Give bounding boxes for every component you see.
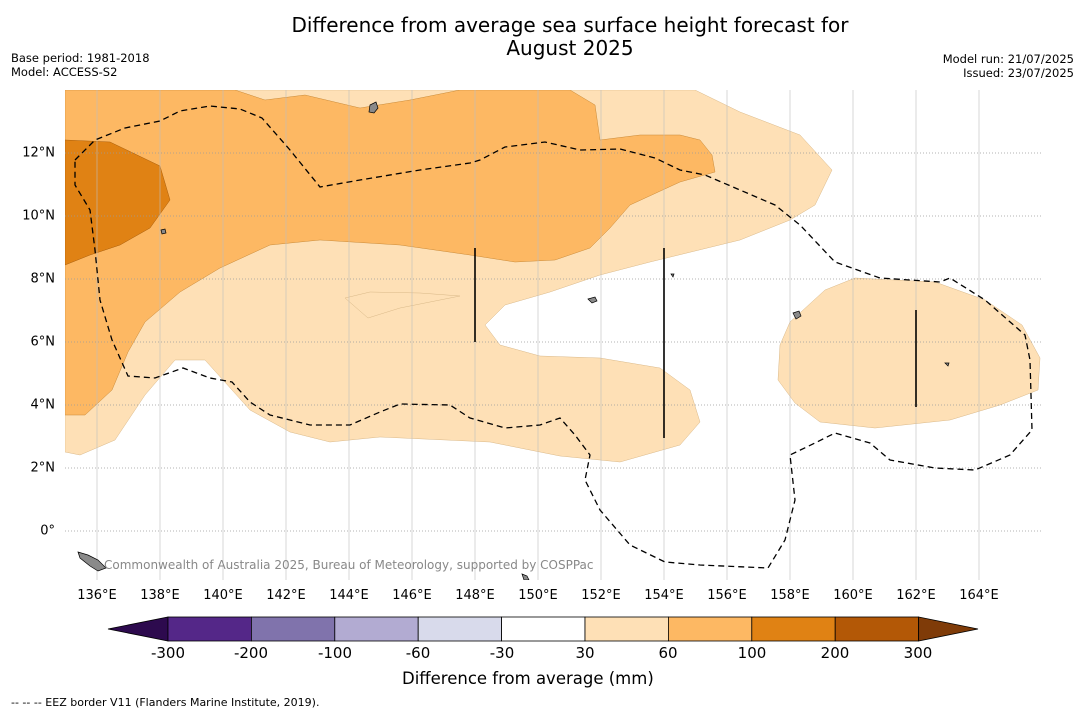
lon-tick-144: 144°E (329, 588, 369, 603)
longitude-gridlines (96, 90, 980, 580)
lon-tick-140: 140°E (203, 588, 243, 603)
lat-tick-12n: 12°N (22, 145, 55, 161)
contour-60-100 (65, 90, 716, 416)
colorbar-tick-30: 30 (575, 644, 595, 662)
model-run-info: Model run: 21/07/2025 Issued: 23/07/2025 (943, 52, 1074, 80)
colorbar-tick-300: 300 (903, 644, 933, 662)
islands (77, 101, 950, 580)
colorbar-label: Difference from average (mm) (402, 669, 654, 688)
colorbar-swatch-4 (417, 616, 503, 642)
lon-tick-160: 160°E (833, 588, 873, 603)
lat-tick-4n: 4°N (30, 397, 56, 413)
colorbar-tick-neg200: -200 (233, 644, 269, 662)
lon-tick-146: 146°E (392, 588, 432, 603)
colorbar-swatch-1 (167, 616, 252, 642)
colorbar-swatch-9 (834, 616, 920, 642)
title-line-1: Difference from average sea surface heig… (291, 13, 849, 37)
model-run-text: Model run: 21/07/2025 (942, 52, 1074, 66)
lat-tick-0: 0° (40, 523, 55, 539)
copyright-credit: Commonwealth of Australia 2025, Bureau o… (104, 558, 594, 572)
map-title: Difference from average sea surface heig… (220, 14, 920, 60)
colorbar-swatch-3 (334, 616, 419, 642)
colorbar-tick-neg300: -300 (150, 644, 186, 662)
contour-100-200 (65, 139, 171, 266)
lon-tick-148: 148°E (455, 588, 495, 603)
lat-tick-10n: 10°N (22, 208, 55, 224)
reference-lines (474, 248, 917, 438)
lat-tick-8n: 8°N (30, 271, 56, 287)
colorbar-swatch-6 (584, 616, 669, 642)
latitude-gridlines (65, 152, 1042, 532)
colorbar-tick-neg100: -100 (317, 644, 353, 662)
colorbar-swatch-2 (250, 616, 336, 642)
colorbar-tick-60: 60 (658, 644, 678, 662)
lon-tick-152: 152°E (581, 588, 621, 603)
lat-tick-6n: 6°N (30, 334, 56, 350)
lat-tick-2n: 2°N (30, 460, 56, 476)
lon-tick-138: 138°E (140, 588, 180, 603)
colorbar (107, 616, 979, 642)
lon-tick-154: 154°E (644, 588, 684, 603)
colorbar-swatch-8 (751, 616, 836, 642)
eez-footnote: -- -- -- EEZ border V11 (Flanders Marine… (11, 696, 320, 709)
lon-tick-158: 158°E (770, 588, 810, 603)
model-text: Model: ACCESS-S2 (11, 65, 118, 79)
base-period-text: Base period: 1981-2018 (11, 51, 150, 65)
lon-tick-150: 150°E (518, 588, 558, 603)
colorbar-tick-200: 200 (820, 644, 850, 662)
title-line-2: August 2025 (506, 36, 634, 60)
base-period-info: Base period: 1981-2018 Model: ACCESS-S2 (11, 51, 150, 79)
colorbar-extend-high (918, 616, 979, 642)
map-plot-area (65, 90, 1042, 580)
lon-tick-162: 162°E (896, 588, 936, 603)
lon-tick-164: 164°E (959, 588, 999, 603)
colorbar-swatch-7 (668, 616, 753, 642)
lon-tick-142: 142°E (266, 588, 306, 603)
colorbar-tick-neg30: -30 (489, 644, 515, 662)
colorbar-tick-neg60: -60 (405, 644, 431, 662)
colorbar-swatch-5 (501, 616, 586, 642)
contour-east-30-60 (777, 277, 1041, 429)
colorbar-extend-low (107, 616, 169, 642)
issued-text: Issued: 23/07/2025 (963, 66, 1074, 80)
lon-tick-156: 156°E (707, 588, 747, 603)
lon-tick-136: 136°E (77, 588, 117, 603)
colorbar-tick-100: 100 (737, 644, 767, 662)
